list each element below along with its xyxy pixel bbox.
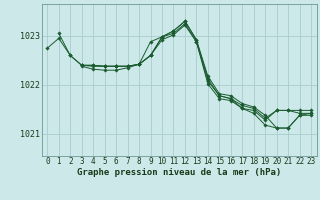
X-axis label: Graphe pression niveau de la mer (hPa): Graphe pression niveau de la mer (hPa) xyxy=(77,168,281,177)
